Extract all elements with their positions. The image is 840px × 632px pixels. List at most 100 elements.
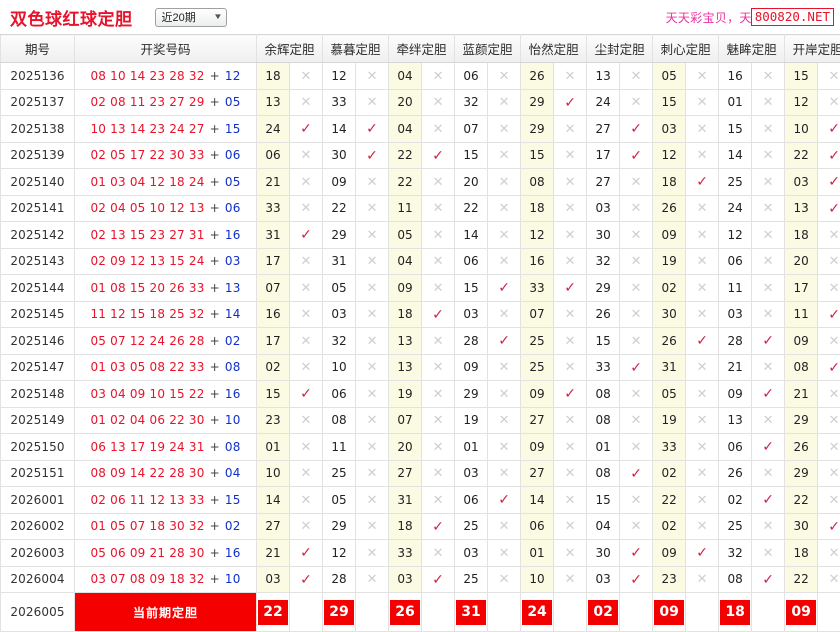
cross-icon: ✕ — [290, 248, 323, 275]
cross-icon: ✕ — [356, 248, 389, 275]
current-period-row[interactable]: 2026005当前期定胆22292631240209180917 — [1, 593, 840, 632]
check-icon: ✓ — [290, 381, 323, 408]
cross-icon: ✕ — [488, 195, 521, 222]
cross-icon: ✕ — [488, 540, 521, 567]
promo-text: 天天彩宝贝，天 — [666, 9, 752, 26]
cell-pick-value: 33 — [653, 434, 686, 461]
cross-icon: ✕ — [356, 328, 389, 355]
cell-pick-value: 09 — [785, 328, 818, 355]
cell-pick-value: 21 — [257, 169, 290, 196]
period-select[interactable]: 近20期 ▼ — [155, 8, 227, 27]
cell-pick-value: 08 — [323, 407, 356, 434]
cross-icon: ✕ — [752, 460, 785, 487]
check-icon: ✓ — [818, 513, 840, 540]
cell-pick-value: 20 — [389, 434, 422, 461]
cell-draw-numbers: 02 05 17 22 30 33 + 06 — [75, 142, 257, 169]
cell-pick-value: 05 — [323, 275, 356, 302]
cell-pick-value: 27 — [521, 407, 554, 434]
col-header-expert-1: 余辉定胆 — [257, 35, 323, 63]
cell-pick-value: 14 — [719, 142, 752, 169]
cell-issue: 2025149 — [1, 407, 75, 434]
cell-pick-value: 05 — [653, 63, 686, 90]
cell-draw-numbers: 06 13 17 19 24 31 + 08 — [75, 434, 257, 461]
cell-pick-value: 18 — [389, 513, 422, 540]
cell-pick-value: 13 — [719, 407, 752, 434]
cross-icon: ✕ — [290, 407, 323, 434]
cross-icon: ✕ — [752, 540, 785, 567]
cell-pick-value: 18 — [653, 169, 686, 196]
cross-icon: ✕ — [620, 195, 653, 222]
period-select-value: 近20期 — [162, 9, 196, 25]
cell-pick-value: 03 — [653, 116, 686, 143]
check-icon: ✓ — [620, 460, 653, 487]
cell-pick-value: 01 — [719, 89, 752, 116]
cell-draw-numbers: 08 10 14 23 28 32 + 12 — [75, 63, 257, 90]
cross-icon: ✕ — [686, 222, 719, 249]
check-icon: ✓ — [752, 487, 785, 514]
cross-icon: ✕ — [554, 63, 587, 90]
col-header-expert-9: 开岸定胆 — [785, 35, 840, 63]
current-mark-blank — [686, 593, 719, 632]
cell-pick-value: 12 — [521, 222, 554, 249]
cell-pick-value: 09 — [653, 222, 686, 249]
col-header-expert-8: 魅眸定胆 — [719, 35, 785, 63]
cross-icon: ✕ — [488, 301, 521, 328]
cell-pick-value: 07 — [521, 301, 554, 328]
cell-issue: 2026004 — [1, 566, 75, 593]
cross-icon: ✕ — [620, 301, 653, 328]
cell-pick-value: 26 — [521, 63, 554, 90]
cell-pick-value: 04 — [389, 116, 422, 143]
cell-pick-value: 32 — [323, 328, 356, 355]
cell-draw-numbers: 02 08 11 23 27 29 + 05 — [75, 89, 257, 116]
cross-icon: ✕ — [290, 487, 323, 514]
cell-pick-value: 28 — [323, 566, 356, 593]
cell-pick-value: 21 — [785, 381, 818, 408]
cell-pick-value: 18 — [257, 63, 290, 90]
cell-issue: 2026003 — [1, 540, 75, 567]
cross-icon: ✕ — [356, 460, 389, 487]
cell-pick-value: 15 — [455, 275, 488, 302]
page-header: 双色球红球定胆 近20期 ▼ 天天彩宝贝，天 800820.NET — [0, 0, 840, 34]
cross-icon: ✕ — [356, 381, 389, 408]
cell-pick-value: 09 — [521, 434, 554, 461]
cell-pick-value: 31 — [653, 354, 686, 381]
current-mark-blank — [818, 593, 840, 632]
cross-icon: ✕ — [752, 354, 785, 381]
cross-icon: ✕ — [422, 540, 455, 567]
cell-pick-value: 28 — [455, 328, 488, 355]
cross-icon: ✕ — [752, 301, 785, 328]
cross-icon: ✕ — [686, 89, 719, 116]
col-header-expert-5: 怡然定胆 — [521, 35, 587, 63]
cell-pick-value: 22 — [653, 487, 686, 514]
cell-pick-value: 04 — [389, 63, 422, 90]
cross-icon: ✕ — [290, 195, 323, 222]
cross-icon: ✕ — [752, 407, 785, 434]
cell-issue: 2025137 — [1, 89, 75, 116]
cross-icon: ✕ — [752, 116, 785, 143]
cell-pick-value: 17 — [257, 248, 290, 275]
current-mark-blank — [290, 593, 323, 632]
cross-icon: ✕ — [488, 63, 521, 90]
cross-icon: ✕ — [488, 116, 521, 143]
cell-pick-value: 01 — [257, 434, 290, 461]
